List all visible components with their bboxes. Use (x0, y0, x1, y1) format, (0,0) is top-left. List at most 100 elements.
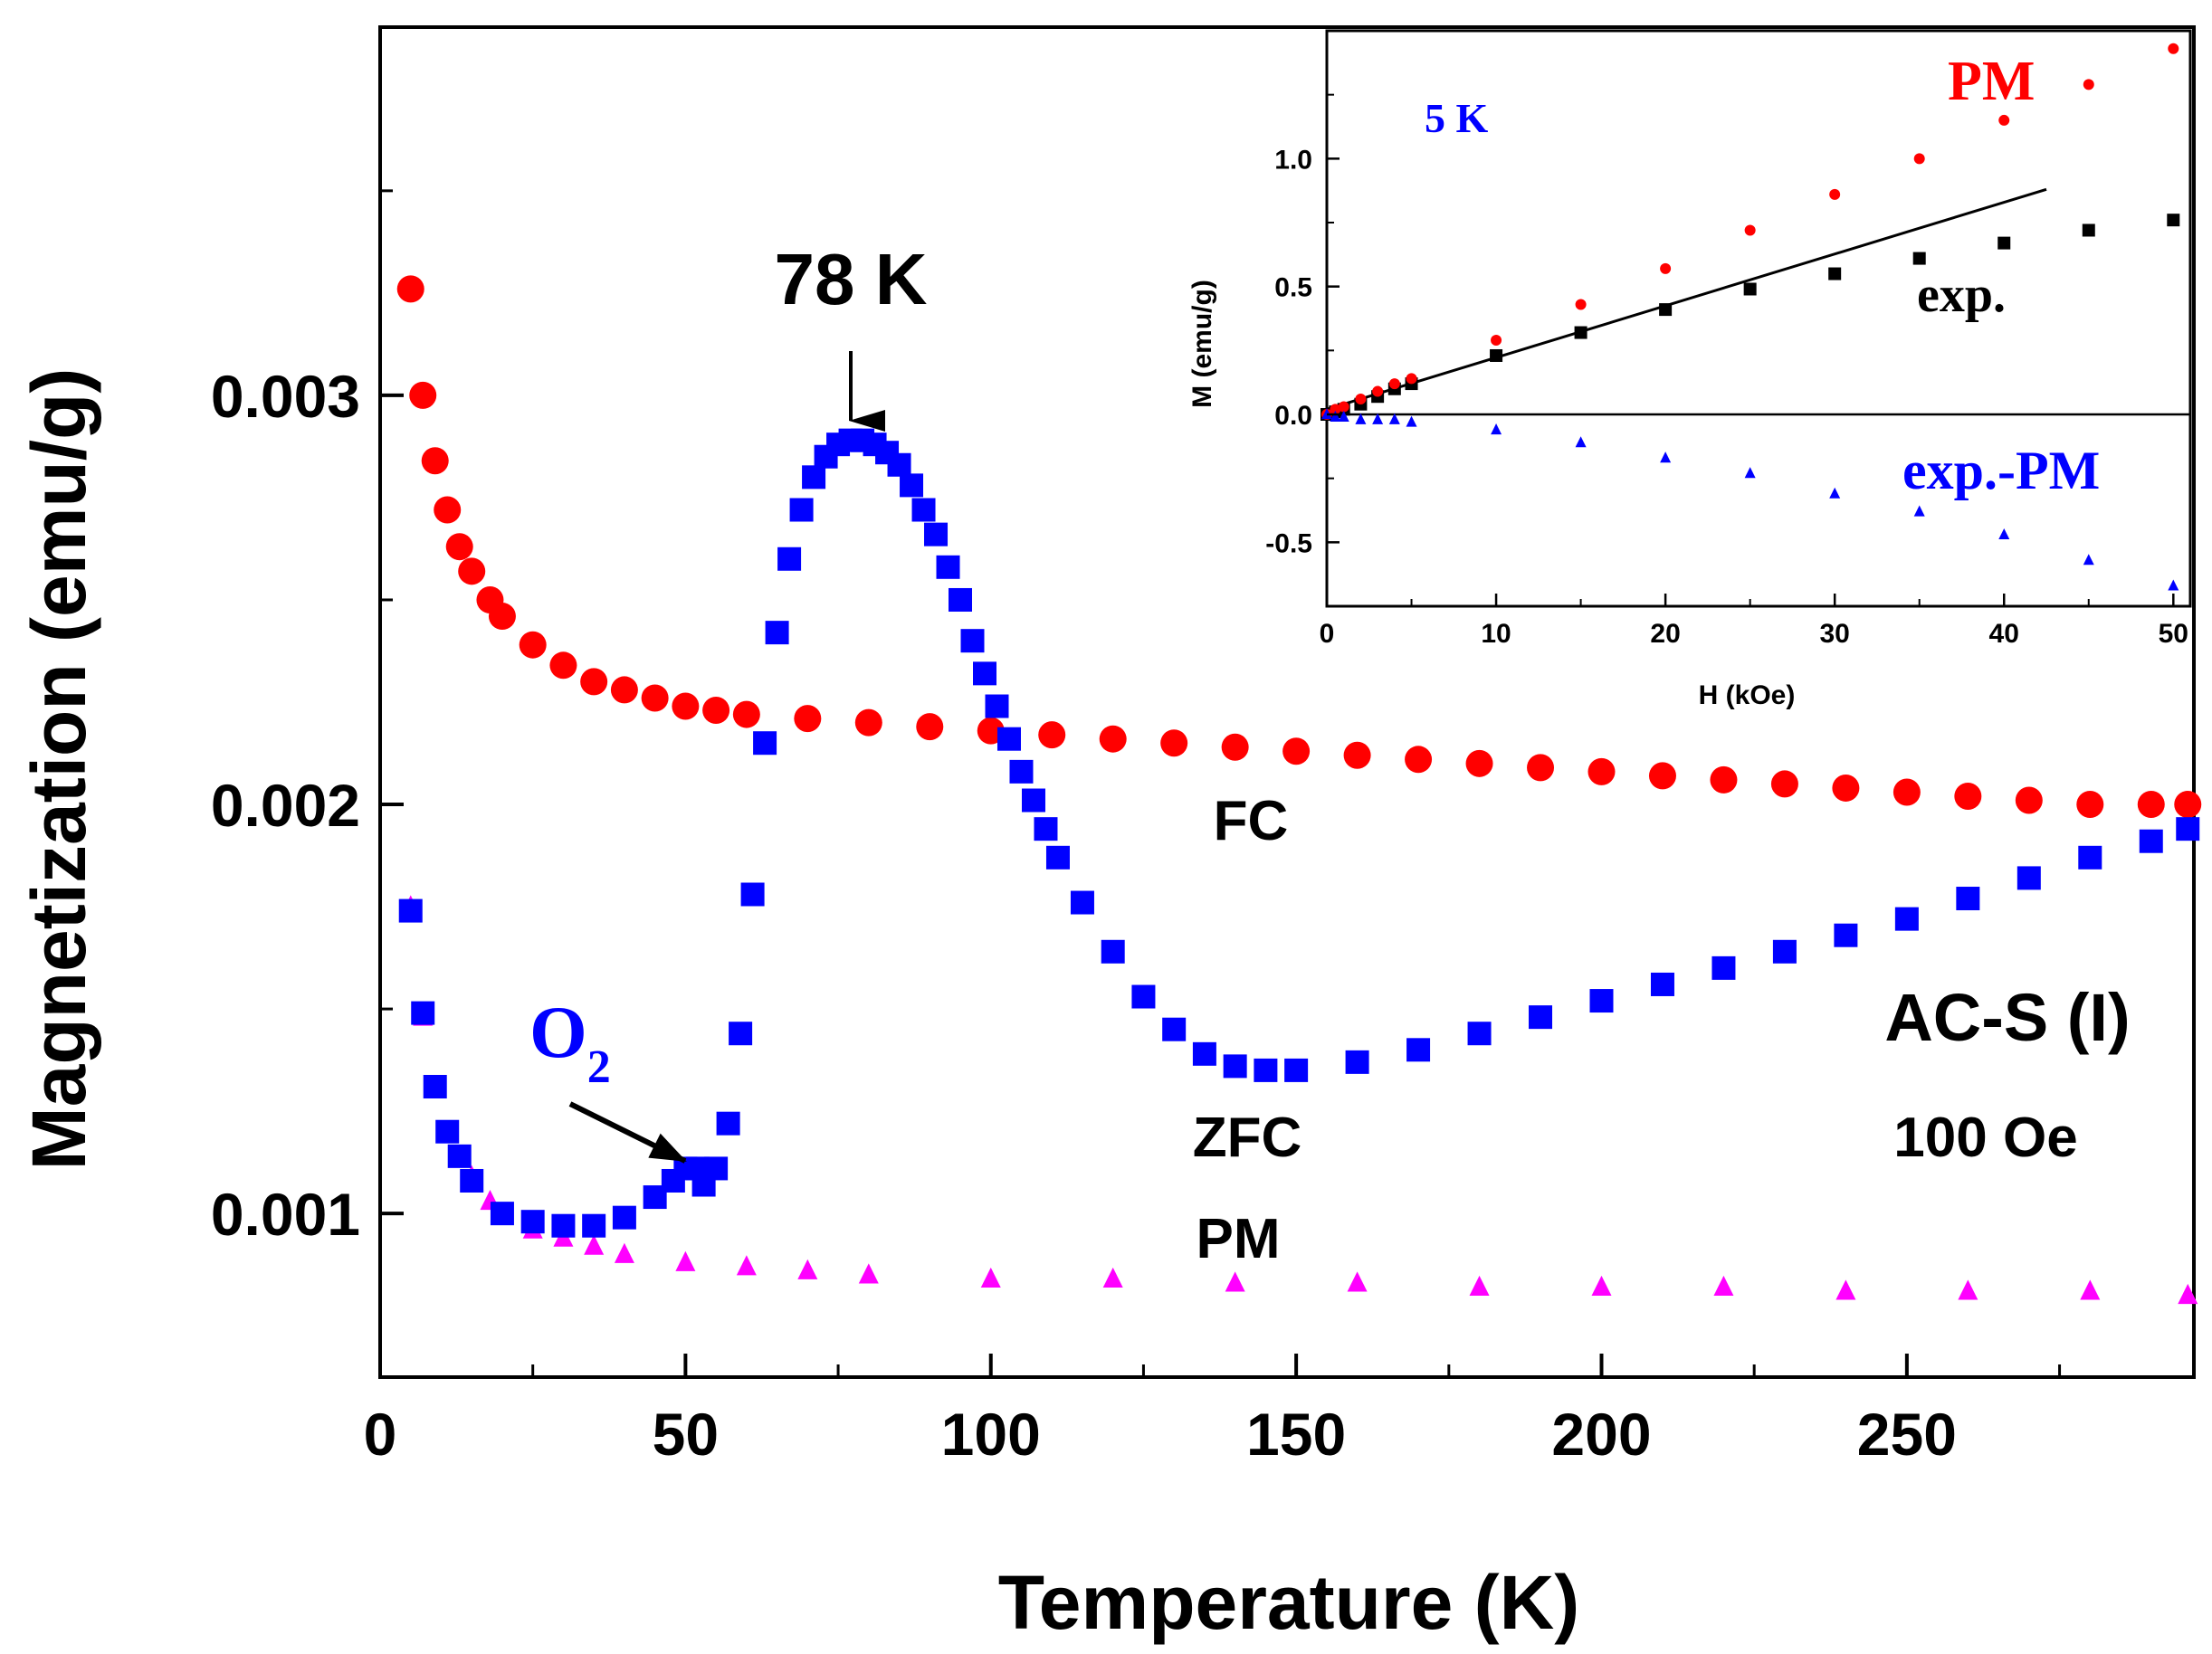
inset-point-pm-4 (1372, 385, 1384, 397)
inset-fit-line-group (1326, 187, 2047, 411)
inset-point-exp-12 (1912, 252, 1926, 265)
point-zfc-48 (1162, 1017, 1187, 1041)
inset-y-tick-label-0: -0.5 (1265, 528, 1312, 558)
series-fc (396, 275, 2202, 819)
point-zfc-47 (1131, 984, 1156, 1009)
inset-point-exp-pm-15 (2168, 579, 2179, 591)
inset-axes: 0 10 20 30 40 50 -0.5 0.0 0.5 1.0 (1265, 93, 2188, 649)
point-fc-8 (519, 631, 547, 659)
series-zfc (398, 428, 2200, 1238)
inset-point-pm-13 (1998, 114, 2010, 126)
point-zfc-3 (435, 1119, 460, 1144)
point-zfc-63 (1956, 887, 1980, 911)
zfc-label: ZFC (1193, 1107, 1302, 1169)
inset-point-pm-7 (1491, 335, 1502, 347)
point-fc-11 (610, 676, 638, 704)
field-label: 100 Oe (1893, 1107, 2077, 1169)
point-fc-2 (421, 447, 449, 475)
inset-fit-line (1326, 187, 2047, 411)
point-zfc-31 (887, 452, 911, 477)
point-zfc-55 (1467, 1022, 1492, 1046)
main-plot-frame (378, 25, 2196, 1379)
inset-point-exp-pm-9 (1660, 452, 1672, 463)
point-zfc-5 (460, 1168, 484, 1193)
point-zfc-53 (1345, 1050, 1369, 1074)
point-zfc-33 (911, 498, 936, 522)
point-pm-11 (614, 1242, 634, 1263)
inset-point-exp-pm-7 (1491, 423, 1502, 435)
point-zfc-35 (936, 555, 960, 579)
inset-background (1327, 31, 2190, 606)
inset-pm-label: PM (1948, 51, 2035, 112)
inset-y-tick-label-2: 0.5 (1274, 273, 1312, 303)
inset-x-tick-label-1: 10 (1481, 619, 1511, 649)
point-zfc-38 (973, 661, 996, 686)
inset-point-exp-7 (1490, 348, 1503, 362)
point-zfc-42 (1021, 788, 1045, 813)
inset-point-exp-pm-11 (1829, 487, 1841, 499)
inset-point-exp-8 (1574, 326, 1587, 339)
point-pm-15 (858, 1263, 879, 1284)
main-x-tick-label-2: 100 (941, 1401, 1041, 1468)
point-zfc-8 (551, 1213, 576, 1238)
point-pm-14 (797, 1259, 818, 1279)
point-zfc-67 (2176, 817, 2200, 841)
main-y-tick-label-0: 0.001 (211, 1181, 360, 1248)
point-zfc-60 (1772, 939, 1797, 964)
point-zfc-24 (802, 465, 826, 490)
point-zfc-57 (1589, 989, 1614, 1013)
point-fc-9 (549, 651, 577, 680)
point-pm-19 (1347, 1271, 1368, 1292)
point-fc-27 (1465, 749, 1493, 777)
point-zfc-37 (960, 629, 985, 653)
point-fc-16 (794, 705, 822, 733)
point-pm-17 (1102, 1267, 1123, 1288)
point-zfc-39 (985, 694, 1009, 718)
inset-point-exp-13 (1997, 236, 2011, 250)
point-zfc-34 (924, 522, 949, 547)
inset-point-exp-pm-4 (1372, 413, 1384, 424)
point-zfc-20 (753, 731, 777, 756)
point-pm-13 (736, 1255, 757, 1276)
inset-point-exp-pm-6 (1406, 415, 1417, 427)
point-zfc-0 (398, 898, 423, 923)
o2-label-main: O (529, 991, 587, 1073)
point-fc-0 (396, 275, 424, 303)
point-fc-23 (1221, 733, 1249, 761)
inset-x-tick-label-0: 0 (1320, 619, 1335, 649)
inset-point-pm-15 (2168, 43, 2179, 54)
point-zfc-56 (1529, 1005, 1553, 1030)
inset-point-pm-8 (1575, 299, 1587, 310)
inset-point-pm-10 (1744, 224, 1756, 236)
inset-point-pm-6 (1406, 373, 1417, 385)
inset-point-exp-pm-1 (1330, 410, 1341, 423)
point-zfc-65 (2078, 845, 2102, 870)
point-zfc-51 (1254, 1058, 1278, 1082)
inset-point-exp-pm-14 (2083, 554, 2094, 566)
o2-label: O2 (529, 991, 611, 1093)
point-fc-24 (1282, 737, 1311, 765)
point-fc-25 (1343, 741, 1371, 769)
series-pm (400, 895, 2198, 1305)
point-fc-1 (409, 381, 437, 409)
point-zfc-16 (704, 1156, 729, 1181)
inset-point-exp-pm-3 (1355, 413, 1367, 424)
point-fc-26 (1405, 746, 1433, 774)
inset-point-pm-12 (1913, 153, 1925, 165)
inset-point-pm-3 (1355, 394, 1367, 405)
point-pm-26 (2178, 1283, 2198, 1305)
inset-x-tick-label-4: 40 (1989, 619, 2019, 649)
inset-chart: 0 10 20 30 40 50 -0.5 0.0 0.5 1.0 5 K PM exp. exp… (1187, 29, 2192, 710)
o2-label-sub: 2 (587, 1041, 611, 1093)
inset-series-exp-pm (1321, 408, 2179, 591)
point-fc-12 (641, 684, 669, 712)
inset-point-pm-9 (1660, 262, 1672, 274)
point-fc-18 (916, 713, 944, 741)
main-x-tick-label-1: 50 (653, 1401, 719, 1468)
o2-arrow (568, 1101, 687, 1164)
point-zfc-23 (789, 498, 814, 522)
point-pm-12 (675, 1250, 696, 1271)
point-pm-20 (1469, 1275, 1490, 1297)
